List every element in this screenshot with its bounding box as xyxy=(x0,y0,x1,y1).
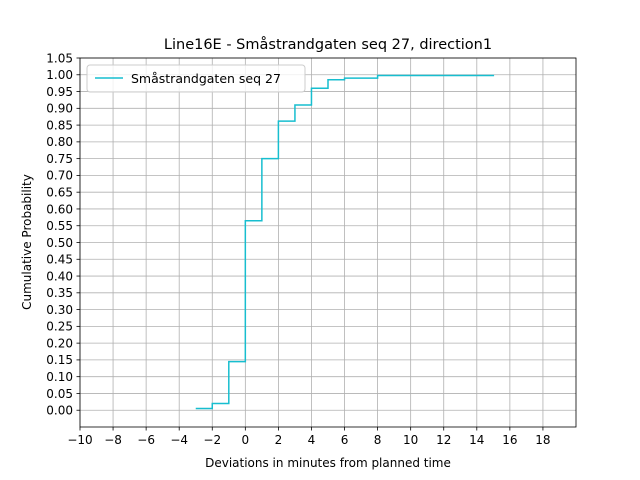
y-tick-label: 0.55 xyxy=(46,219,73,233)
x-tick-label: 12 xyxy=(436,433,451,447)
y-tick-label: 0.30 xyxy=(46,303,73,317)
y-tick-label: 0.00 xyxy=(46,404,73,418)
y-tick-label: 0.20 xyxy=(46,336,73,350)
x-tick-label: 4 xyxy=(308,433,316,447)
y-tick-label: 1.00 xyxy=(46,68,73,82)
legend: Småstrandgaten seq 27 xyxy=(86,64,306,93)
y-tick-label: 0.10 xyxy=(46,370,73,384)
x-axis-label: Deviations in minutes from planned time xyxy=(205,456,451,470)
chart-title: Line16E - Småstrandgaten seq 27, directi… xyxy=(164,36,492,53)
y-tick-label: 0.90 xyxy=(46,102,73,116)
x-tick-label: −8 xyxy=(104,433,122,447)
y-tick-label: 0.35 xyxy=(46,286,73,300)
x-tick-label: −6 xyxy=(137,433,155,447)
x-tick-label: −4 xyxy=(170,433,188,447)
grid-lines xyxy=(79,57,576,427)
legend-box xyxy=(86,64,306,93)
y-tick-label: 0.70 xyxy=(46,169,73,183)
x-tick-label: 18 xyxy=(535,433,550,447)
y-axis: 0.00 0.05 0.10 0.15 0.20 0.25 0.30 0.35 0.40 0.45… xyxy=(46,51,80,418)
y-tick-label: 0.65 xyxy=(46,185,73,199)
series-line xyxy=(195,74,495,410)
y-tick-label: 0.75 xyxy=(46,152,73,166)
legend-label: Småstrandgaten seq 27 xyxy=(131,71,281,86)
y-tick-label: 0.95 xyxy=(46,85,73,99)
y-tick-label: 1.05 xyxy=(46,51,73,65)
y-tick-label: 0.60 xyxy=(46,202,73,216)
y-tick-label: 0.50 xyxy=(46,236,73,250)
x-tick-label: 16 xyxy=(502,433,517,447)
x-tick-label: 8 xyxy=(374,433,382,447)
y-tick-label: 0.25 xyxy=(46,320,73,334)
x-tick-label: 14 xyxy=(469,433,484,447)
y-tick-label: 0.85 xyxy=(46,118,73,132)
x-tick-label: 0 xyxy=(242,433,250,447)
y-axis-label: Cumulative Probability xyxy=(20,174,34,310)
y-tick-label: 0.40 xyxy=(46,269,73,283)
plot-lines xyxy=(195,74,495,410)
x-tick-label: 10 xyxy=(403,433,418,447)
x-axis: −10 −8 −6 −4 −2 0 2 4 6 8 10 12 14 16 18 xyxy=(67,427,551,447)
x-tick-label: 6 xyxy=(341,433,349,447)
y-tick-label: 0.05 xyxy=(46,387,73,401)
x-tick-label: −10 xyxy=(67,433,92,447)
y-tick-label: 0.80 xyxy=(46,135,73,149)
x-tick-label: 2 xyxy=(275,433,283,447)
y-tick-label: 0.15 xyxy=(46,353,73,367)
x-tick-label: −2 xyxy=(203,433,221,447)
y-tick-label: 0.45 xyxy=(46,253,73,267)
